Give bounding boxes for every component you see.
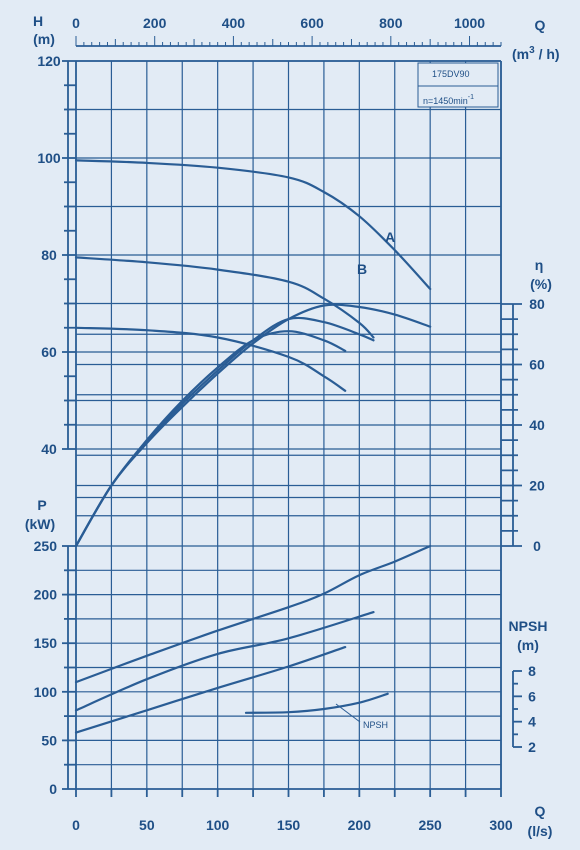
axis-title-eta-unit: (%) (530, 276, 552, 292)
p-tick-label-0: 0 (49, 781, 57, 797)
qm3h-tick-label-800: 800 (379, 15, 403, 31)
eta-tick-label-0: 0 (533, 538, 541, 554)
qls-tick-label-200: 200 (348, 817, 372, 833)
axis-title-h-unit: (m) (33, 31, 55, 47)
eta-tick-label-80: 80 (529, 296, 545, 312)
curve-label-a: A (385, 229, 395, 245)
h-tick-label-40: 40 (41, 441, 57, 457)
axis-title-p-unit: (kW) (25, 516, 55, 532)
power-curve-a (74, 611, 375, 712)
qm3h-tick-label-1000: 1000 (454, 15, 485, 31)
p-tick-label-150: 150 (34, 635, 58, 651)
axis-title-qm3h: Q (535, 17, 546, 33)
axis-title-npsh: NPSH (509, 618, 548, 634)
eta-tick-label-20: 20 (529, 478, 545, 494)
chart-curves (74, 159, 432, 734)
h-tick-label-120: 120 (37, 53, 61, 69)
qls-tick-label-150: 150 (277, 817, 301, 833)
axis-title-npsh-unit: (m) (517, 637, 539, 653)
p-tick-label-200: 200 (34, 587, 58, 603)
h-tick-label-80: 80 (41, 247, 57, 263)
npsh-tick-label-4: 4 (528, 714, 536, 730)
axis-title-qm3h-unit: (m3 / h) (512, 45, 560, 62)
qls-tick-label-250: 250 (418, 817, 442, 833)
npsh-tick-label-8: 8 (528, 663, 536, 679)
p-tick-label-250: 250 (34, 538, 58, 554)
npsh-curve-label: NPSH (363, 720, 388, 730)
eta-tick-label-40: 40 (529, 417, 545, 433)
axis-title-qls-unit: (l/s) (528, 823, 553, 839)
npsh-curve (244, 692, 389, 714)
qls-tick-label-0: 0 (72, 817, 80, 833)
h-tick-label-60: 60 (41, 344, 57, 360)
efficiency-curve-b (74, 330, 347, 548)
chart-grid (76, 60, 502, 789)
curve-label-b: B (357, 261, 367, 277)
npsh-tick-label-2: 2 (528, 739, 536, 755)
head-curve-a (74, 256, 375, 339)
qls-tick-label-300: 300 (489, 817, 513, 833)
power-curve-b (74, 646, 347, 734)
qm3h-tick-label-600: 600 (300, 15, 324, 31)
axis-title-qls: Q (535, 803, 546, 819)
speed-label: n=1450min-1 (423, 94, 474, 106)
power-curve-full (74, 544, 432, 684)
model-box (417, 62, 499, 108)
axis-title-h: H (33, 13, 43, 29)
eta-tick-label-60: 60 (529, 357, 545, 373)
qm3h-tick-label-400: 400 (222, 15, 246, 31)
p-tick-label-100: 100 (34, 684, 58, 700)
h-tick-label-100: 100 (37, 150, 61, 166)
qm3h-tick-label-0: 0 (72, 15, 80, 31)
head-curve-full (74, 159, 432, 291)
model-label: 175DV90 (432, 69, 470, 79)
p-tick-label-50: 50 (41, 732, 57, 748)
npsh-tick-label-6: 6 (528, 688, 536, 704)
axis-title-p: P (37, 497, 46, 513)
axis-title-eta: η (535, 257, 544, 273)
npsh-label-leader (335, 703, 361, 723)
qls-tick-label-50: 50 (139, 817, 155, 833)
qls-tick-label-100: 100 (206, 817, 230, 833)
qm3h-tick-label-200: 200 (143, 15, 167, 31)
